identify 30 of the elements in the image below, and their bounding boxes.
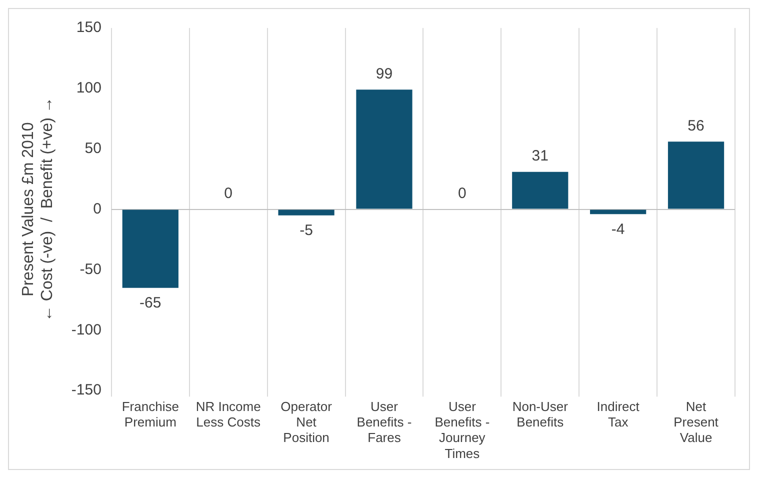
bar <box>122 210 178 288</box>
data-label: -65 <box>140 294 162 312</box>
y-tick-label: 150 <box>76 19 102 36</box>
x-tick-label: User Benefits - Journey Times <box>434 398 490 461</box>
bar <box>356 90 412 209</box>
data-label: 31 <box>532 147 548 164</box>
y-tick-label: 0 <box>93 200 102 218</box>
data-label: 99 <box>376 65 393 82</box>
y-tick-label: -50 <box>80 260 102 278</box>
y-axis-title: Present Values £m 2010 ← Cost (-ve) / Benefit (+ve) → <box>20 97 56 322</box>
bar <box>512 172 568 209</box>
y-tick-label: -100 <box>71 321 102 338</box>
x-tick-label: User Benefits - Fares <box>356 398 412 446</box>
data-label: 0 <box>458 184 466 202</box>
bar <box>590 210 646 214</box>
data-label: 56 <box>688 117 704 134</box>
x-tick-label: Non-User Benefits <box>512 398 569 430</box>
y-tick-label: -150 <box>71 382 102 399</box>
x-tick-label: Franchise Premium <box>122 398 179 430</box>
y-tick-label: 100 <box>76 80 102 97</box>
x-tick-label: NR Income Less Costs <box>196 398 261 430</box>
data-label: -5 <box>300 222 313 239</box>
bar <box>278 210 334 216</box>
x-tick-label: Operator Net Position <box>280 398 333 446</box>
data-label: 0 <box>224 184 233 202</box>
x-tick-label: Net Present Value <box>674 398 719 446</box>
y-tick-label: 50 <box>84 140 102 158</box>
x-tick-label: Indirect Tax <box>596 398 640 430</box>
bar <box>668 142 724 209</box>
data-label: -4 <box>611 220 625 238</box>
